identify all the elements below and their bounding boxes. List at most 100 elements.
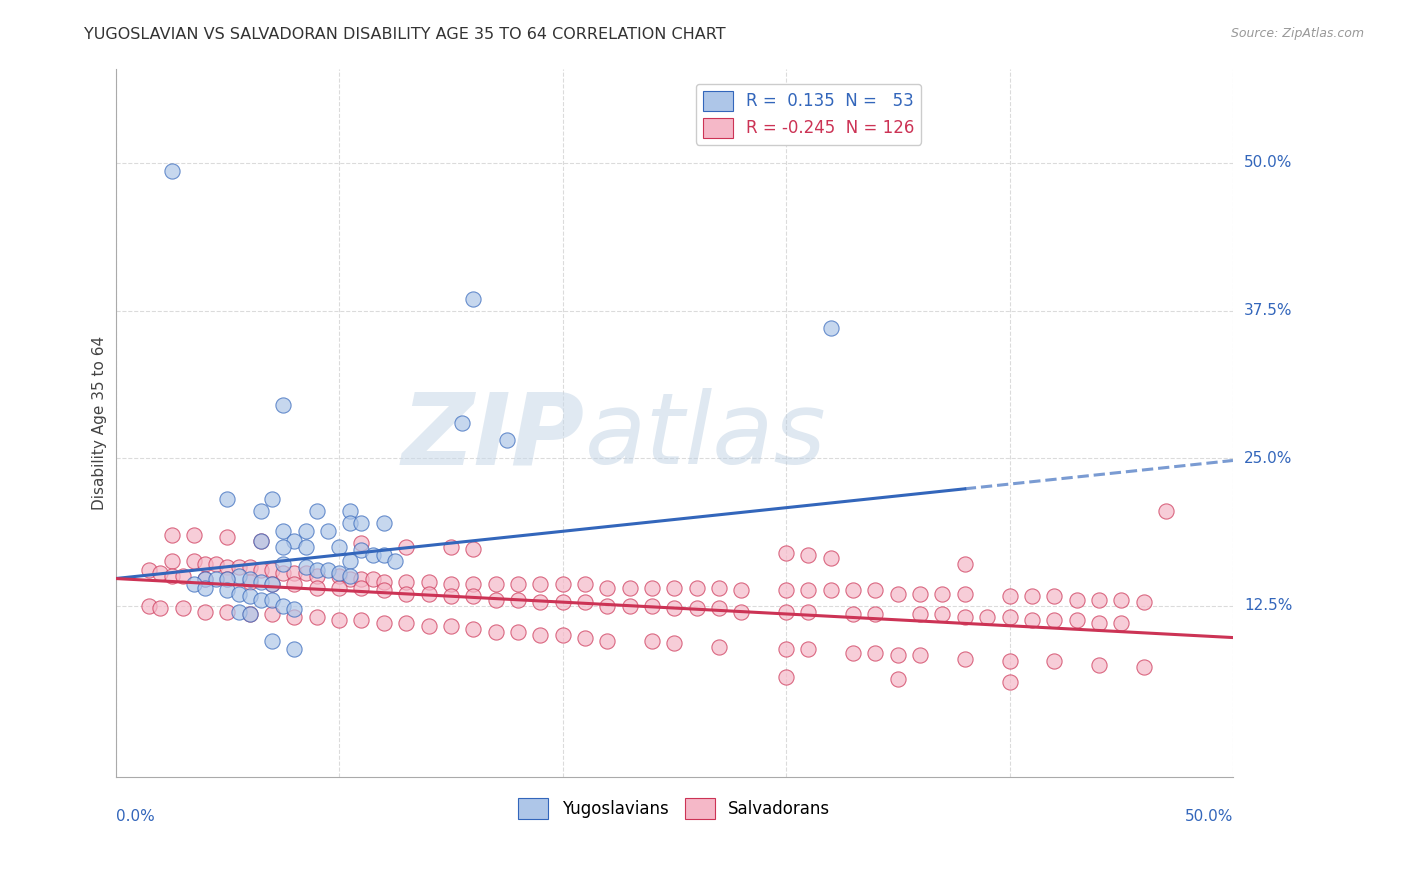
Point [865, 646, 887, 660]
Point [707, 640, 730, 654]
Point [350, 613, 373, 627]
Point [305, 610, 328, 624]
Point [283, 602, 305, 616]
Point [384, 554, 406, 568]
Point [998, 589, 1021, 603]
Point [328, 569, 350, 583]
Point [685, 581, 707, 595]
Point [395, 587, 418, 601]
Point [361, 572, 384, 586]
Point [775, 669, 797, 683]
Point [217, 605, 239, 619]
Point [418, 619, 440, 633]
Point [1088, 657, 1111, 672]
Point [641, 599, 664, 613]
Point [1043, 589, 1066, 603]
Point [328, 613, 350, 627]
Point [998, 675, 1021, 690]
Point [707, 601, 730, 615]
Point [1154, 504, 1177, 518]
Point [350, 581, 373, 595]
Point [194, 572, 217, 586]
Point [228, 569, 250, 583]
Point [596, 581, 619, 595]
Point [418, 575, 440, 590]
Point [294, 540, 316, 554]
Point [217, 572, 239, 586]
Point [373, 548, 395, 562]
Point [931, 587, 953, 601]
Point [887, 587, 910, 601]
Point [440, 589, 463, 603]
Point [250, 504, 273, 518]
Point [842, 646, 865, 660]
Point [1043, 613, 1066, 627]
Point [440, 577, 463, 591]
Point [506, 624, 529, 639]
Point [641, 581, 664, 595]
Point [160, 164, 183, 178]
Point [451, 416, 474, 430]
Point [160, 554, 183, 568]
Point [283, 533, 305, 548]
Point [339, 516, 361, 530]
Point [239, 607, 262, 621]
Point [294, 524, 316, 539]
Point [138, 599, 160, 613]
Point [641, 634, 664, 648]
Text: atlas: atlas [585, 388, 827, 485]
Point [328, 581, 350, 595]
Point [551, 595, 574, 609]
Point [361, 548, 384, 562]
Text: 50.0%: 50.0% [1244, 155, 1292, 170]
Point [283, 566, 305, 580]
Point [976, 610, 998, 624]
Point [551, 577, 574, 591]
Point [931, 607, 953, 621]
Point [228, 605, 250, 619]
Point [619, 599, 641, 613]
Point [440, 540, 463, 554]
Point [842, 607, 865, 621]
Point [262, 634, 284, 648]
Point [149, 566, 172, 580]
Point [271, 558, 294, 572]
Point [1109, 616, 1132, 631]
Point [1109, 592, 1132, 607]
Point [865, 583, 887, 598]
Point [373, 516, 395, 530]
Point [316, 524, 339, 539]
Point [271, 398, 294, 412]
Point [305, 581, 328, 595]
Point [463, 622, 485, 636]
Point [339, 504, 361, 518]
Point [194, 558, 217, 572]
Point [350, 543, 373, 558]
Point [339, 554, 361, 568]
Point [953, 610, 976, 624]
Point [820, 583, 842, 598]
Point [685, 601, 707, 615]
Point [1021, 613, 1043, 627]
Point [495, 434, 517, 448]
Point [183, 528, 205, 542]
Point [1066, 592, 1088, 607]
Point [775, 583, 797, 598]
Point [395, 540, 418, 554]
Point [998, 654, 1021, 668]
Point [797, 583, 820, 598]
Point [707, 581, 730, 595]
Point [262, 492, 284, 507]
Point [183, 554, 205, 568]
Point [596, 599, 619, 613]
Point [484, 577, 506, 591]
Point [194, 605, 217, 619]
Point [373, 616, 395, 631]
Point [484, 624, 506, 639]
Point [271, 566, 294, 580]
Point [160, 528, 183, 542]
Point [440, 619, 463, 633]
Text: YUGOSLAVIAN VS SALVADORAN DISABILITY AGE 35 TO 64 CORRELATION CHART: YUGOSLAVIAN VS SALVADORAN DISABILITY AGE… [84, 27, 725, 42]
Point [339, 572, 361, 586]
Point [529, 595, 551, 609]
